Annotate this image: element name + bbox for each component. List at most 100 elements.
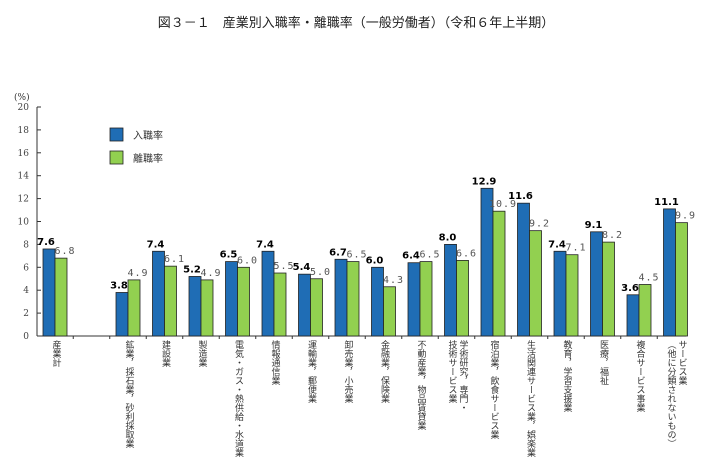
data-label: 7.6	[37, 237, 55, 248]
y-tick-label: 16	[18, 149, 30, 159]
data-label: 6.1	[164, 254, 185, 265]
bar-hiring-rate	[152, 250, 165, 337]
data-label: 4.3	[383, 275, 404, 286]
category-label: 運輸業，郵便業	[306, 340, 316, 403]
data-label: 11.6	[508, 191, 533, 202]
legend-swatch	[109, 127, 124, 142]
bar-separation-rate	[638, 284, 652, 337]
category-label: 学術研究，専門・ 技術サービス業	[446, 340, 468, 412]
data-label: 4.9	[127, 268, 148, 279]
bar-hiring-rate	[407, 262, 421, 337]
data-label: 7.1	[565, 243, 586, 254]
bar-hiring-rate	[371, 266, 384, 337]
category-label: 不動産業，物品賃貸業	[415, 340, 426, 430]
category-label: サービス業 （他に分類されないもの）	[665, 340, 687, 448]
data-label: 4.5	[638, 272, 659, 283]
data-label: 8.2	[602, 230, 623, 241]
bar-hiring-rate	[444, 243, 457, 337]
data-label: 5.2	[183, 264, 201, 275]
bar-separation-rate	[310, 278, 323, 337]
bar-hiring-rate	[334, 258, 348, 337]
category-label: 建設業	[160, 340, 170, 367]
y-tick-label: 18	[18, 126, 30, 136]
data-label: 10.9	[489, 199, 517, 210]
data-label: 6.6	[456, 248, 477, 259]
bar-separation-rate	[675, 222, 688, 337]
data-label: 7.4	[256, 239, 274, 250]
bar-separation-rate	[383, 286, 396, 337]
bar-separation-rate	[164, 265, 177, 337]
y-tick-label: 12	[18, 195, 29, 205]
bar-hiring-rate	[115, 292, 129, 337]
bar-hiring-rate	[590, 231, 603, 337]
data-label: 4.9	[200, 268, 221, 279]
y-tick-label: 14	[18, 172, 30, 182]
data-label: 6.0	[366, 255, 384, 266]
bar-hiring-rate	[553, 250, 567, 337]
data-label: 7.4	[147, 239, 165, 250]
bar-separation-rate	[200, 279, 214, 337]
y-tick-label: 6	[23, 263, 29, 273]
category-label: 鉱業，採石業，砂利採取業	[123, 340, 134, 448]
category-label: 情報通信業	[269, 340, 280, 385]
bar-separation-rate	[273, 272, 287, 337]
bar-hiring-rate	[188, 276, 202, 337]
data-label: 6.0	[237, 255, 258, 266]
y-tick-label: 10	[18, 218, 30, 228]
bar-separation-rate	[419, 261, 433, 337]
chart-title: 図３－１ 産業別入職率・離職率（一般労働者）（令和６年上半期）	[157, 16, 555, 31]
y-axis-unit: (%)	[14, 92, 30, 103]
category-label: 金融業，保険業	[379, 340, 389, 403]
bar-separation-rate	[565, 254, 579, 337]
bar-separation-rate	[456, 260, 469, 337]
data-label: 3.8	[110, 280, 128, 291]
data-label: 8.0	[439, 232, 457, 243]
data-label: 9.2	[529, 219, 550, 230]
y-tick-label: 8	[23, 240, 29, 250]
y-tick-label: 2	[23, 309, 29, 319]
y-tick-label: 0	[23, 332, 29, 342]
bar-separation-rate	[602, 241, 615, 337]
y-tick-label: 4	[23, 286, 29, 296]
data-label: 5.0	[310, 267, 331, 278]
category-label: 電気・ガス・熱供給・水道業	[233, 340, 243, 457]
category-label: 生活関連サービス業，娯楽業	[525, 340, 535, 457]
bar-separation-rate	[127, 279, 141, 337]
legend-label: 入職率	[133, 129, 163, 142]
legend-label: 離職率	[133, 152, 163, 165]
bar-separation-rate	[529, 230, 542, 337]
bar-hiring-rate	[663, 208, 676, 337]
data-label: 11.1	[654, 197, 679, 208]
data-label: 6.5	[419, 250, 440, 261]
bar-hiring-rate	[517, 202, 530, 337]
bar-hiring-rate	[261, 250, 275, 337]
category-label: 教育，学習支援業	[561, 340, 572, 412]
data-label: 6.4	[402, 251, 420, 262]
data-label: 12.9	[472, 176, 497, 187]
category-label: 宿泊業，飲食サービス業	[488, 340, 499, 439]
data-label: 9.1	[585, 220, 603, 231]
bar-hiring-rate	[298, 273, 311, 337]
bar-hiring-rate	[225, 261, 238, 337]
bar-hiring-rate	[626, 294, 640, 337]
bar-separation-rate	[492, 210, 506, 337]
bar-hiring-rate	[42, 248, 56, 337]
category-label: 複合サービス事業	[634, 340, 645, 412]
bar-separation-rate	[54, 257, 68, 337]
data-label: 6.7	[329, 247, 347, 258]
data-label: 3.6	[621, 283, 639, 294]
data-label: 7.4	[548, 239, 566, 250]
bar-separation-rate	[346, 261, 360, 337]
legend-swatch	[109, 150, 124, 165]
y-tick-label: 20	[18, 103, 30, 113]
bar-hiring-rate	[480, 187, 494, 337]
category-label: 産業計	[50, 340, 61, 367]
category-label: 卸売業，小売業	[342, 340, 353, 403]
data-label: 9.9	[675, 211, 696, 222]
data-label: 6.8	[54, 246, 75, 257]
category-label: 製造業	[196, 340, 207, 367]
data-label: 6.5	[220, 250, 238, 261]
data-label: 5.5	[273, 261, 294, 272]
data-label: 5.4	[293, 262, 311, 273]
